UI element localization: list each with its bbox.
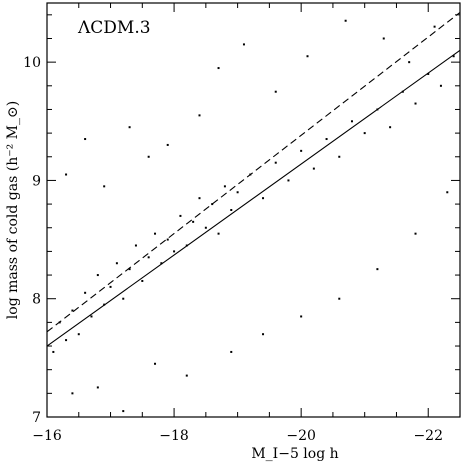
- scatter-point: [173, 250, 176, 253]
- scatter-point: [389, 126, 392, 129]
- scatter-point: [274, 161, 277, 164]
- scatter-point: [154, 362, 157, 365]
- scatter-point: [103, 185, 106, 188]
- scatter-point: [344, 19, 347, 22]
- scatter-point: [65, 173, 68, 176]
- axis-ticks: [46, 3, 461, 418]
- scatter-point: [217, 67, 220, 70]
- tick-labels: −16 −18 −20 −22 7 8 9 10: [23, 55, 443, 444]
- scatter-point: [154, 232, 157, 235]
- scatter-point: [262, 333, 265, 336]
- scatter-point: [306, 55, 309, 58]
- scatter-point: [452, 55, 455, 58]
- x-tick-label: −22: [413, 428, 443, 444]
- scatter-point: [84, 291, 87, 294]
- scatter-point: [179, 214, 182, 217]
- x-tick-label: −16: [32, 428, 62, 444]
- scatter-point: [147, 256, 150, 259]
- scatter-point: [300, 315, 303, 318]
- scatter-point: [185, 374, 188, 377]
- x-axis-label: M_I−5 log h: [251, 446, 338, 462]
- scatter-point: [128, 268, 131, 271]
- scatter-point: [262, 197, 265, 200]
- fit-lines: [46, 12, 461, 347]
- scatter-point: [122, 297, 125, 300]
- scatter-point: [312, 167, 315, 170]
- scatter-point: [287, 179, 290, 182]
- scatter-point: [433, 25, 436, 28]
- scatter-point: [211, 203, 214, 206]
- scatter-point: [147, 155, 150, 158]
- scatter-point: [166, 143, 169, 146]
- scatter-point: [198, 197, 201, 200]
- scatter-point: [338, 297, 341, 300]
- scatter-point: [96, 274, 99, 277]
- scatter-point: [414, 102, 417, 105]
- scatter-point: [65, 339, 68, 342]
- scatter-point: [363, 132, 366, 135]
- scatter-point: [242, 43, 245, 46]
- scatter-point: [160, 262, 163, 265]
- scatter-point: [109, 285, 112, 288]
- scatter-point: [382, 37, 385, 40]
- y-tick-label: 9: [32, 173, 41, 189]
- scatter-point: [71, 392, 74, 395]
- scatter-point: [115, 262, 118, 265]
- scatter-point: [230, 209, 233, 211]
- scatter-point: [217, 232, 220, 235]
- scatter-point: [223, 185, 226, 188]
- scatter-point: [274, 90, 277, 93]
- scatter-point: [141, 279, 144, 282]
- scatter-point: [96, 386, 99, 389]
- x-tick-label: −18: [159, 428, 189, 444]
- x-tick-label: −20: [286, 428, 316, 444]
- scatter-point: [325, 138, 328, 141]
- scatter-point: [408, 61, 411, 64]
- plot-frame: [46, 2, 461, 418]
- dashed-fit-line: [46, 12, 461, 333]
- scatter-point: [414, 232, 417, 235]
- scatter-point: [338, 155, 341, 158]
- scatter-point: [427, 72, 430, 75]
- scatter-point: [376, 268, 379, 271]
- scatter-point: [439, 84, 442, 87]
- solid-fit-line: [46, 49, 461, 347]
- scatter-point: [198, 114, 201, 117]
- scatter-point: [134, 244, 137, 247]
- scatter-point: [446, 191, 449, 194]
- y-tick-label: 10: [23, 55, 41, 71]
- chart-title: ΛCDM.3: [77, 18, 151, 38]
- scatter-point: [204, 226, 207, 229]
- y-axis-label: log mass of cold gas (h⁻² M_⊙): [5, 101, 21, 319]
- scatter-point: [230, 350, 233, 353]
- scatter-point: [122, 410, 125, 413]
- scatter-point: [84, 138, 87, 141]
- scatter-point: [166, 238, 169, 241]
- scatter-point: [77, 333, 80, 336]
- scatter-point: [52, 350, 55, 353]
- scatter-point: [128, 126, 131, 129]
- scatter-point: [300, 149, 303, 152]
- scatter-point: [90, 315, 93, 318]
- y-tick-label: 8: [32, 292, 41, 308]
- scatter-point: [350, 120, 353, 123]
- scatter-point: [192, 220, 195, 223]
- y-tick-label: 7: [32, 410, 41, 426]
- scatter-point: [71, 309, 74, 312]
- scatter-point: [236, 191, 239, 194]
